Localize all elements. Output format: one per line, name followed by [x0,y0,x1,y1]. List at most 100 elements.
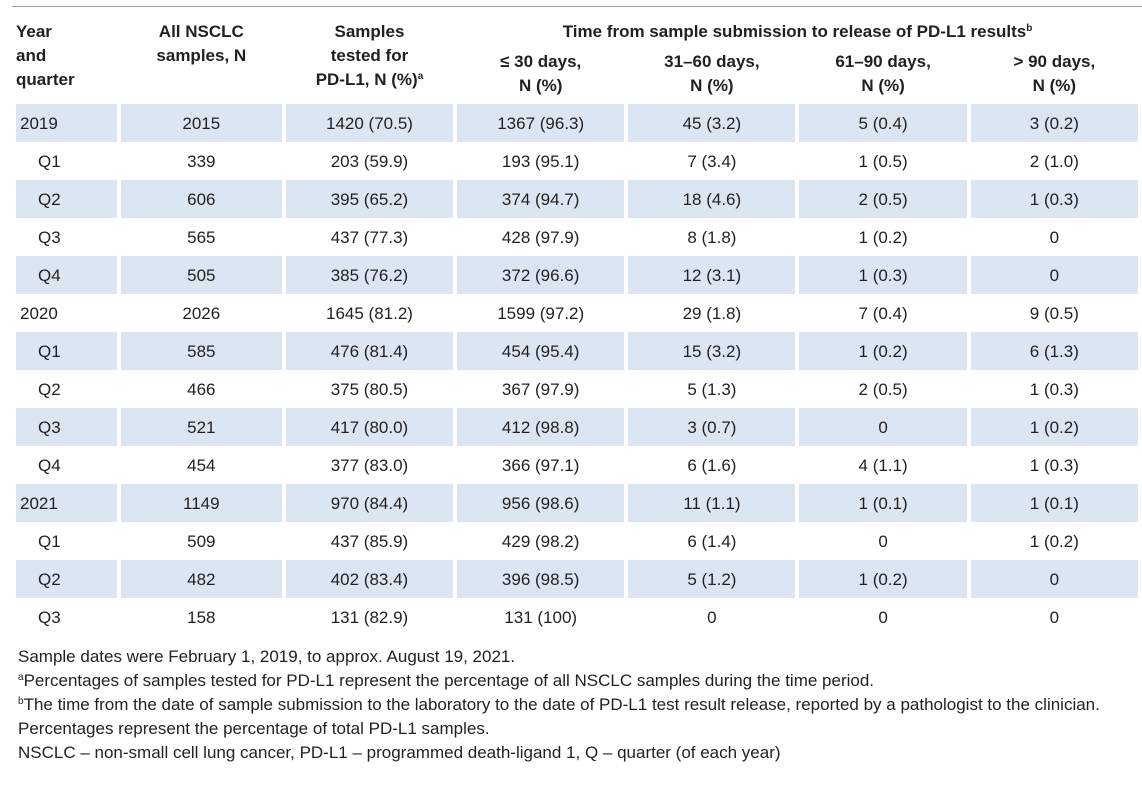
header-all-nsclc: All NSCLC samples, N [156,22,247,65]
cell-61-90-days: 7 (0.4) [858,303,908,323]
cell-le-30-days: 1367 (96.3) [457,104,625,142]
table-row: Q3 565 437 (77.3) 428 (97.9) 8 (1.8) 1 (0.2) 0 [16,218,1138,256]
cell-tested-pd-l1: 377 (83.0) [330,455,409,475]
cell-gt-90-days: 1 (0.2) [970,408,1138,446]
cell-31-60-days: 3 (0.7) [628,408,796,446]
row-label: Q1 [38,151,61,171]
cell-all-nsclc: 158 [187,607,216,627]
cell-tested-pd-l1: 385 (76.2) [285,256,454,294]
cell-le-30-days: 412 (98.8) [457,408,625,446]
cell-all-nsclc: 466 [187,379,216,399]
top-rule [12,6,1142,7]
cell-31-60-days: 29 (1.8) [682,303,742,323]
cell-all-nsclc: 585 [120,332,282,370]
cell-61-90-days: 0 [878,531,888,551]
note-b: bThe time from the date of sample submis… [18,695,1100,738]
cell-31-60-days: 8 (1.8) [687,227,737,247]
table-footnotes: Sample dates were February 1, 2019, to a… [18,645,1133,765]
cell-61-90-days: 1 (0.2) [858,227,908,247]
cell-all-nsclc: 454 [187,455,216,475]
cell-tested-pd-l1: 402 (83.4) [285,560,454,598]
footnote-a-marker: a [417,71,424,82]
header-time-to-release: Time from sample submission to release o… [562,22,1033,41]
cell-gt-90-days: 0 [970,256,1138,294]
table-row: Q4 454 377 (83.0) 366 (97.1) 6 (1.6) 4 (1.1) 1… [16,446,1138,484]
cell-61-90-days: 1 (0.2) [799,560,967,598]
cell-31-60-days: 15 (3.2) [628,332,796,370]
table-row: 2021 1149 970 (84.4) 956 (98.6) 11 (1.1) 1 (0… [16,484,1138,522]
cell-le-30-days: 1599 (97.2) [497,303,585,323]
cell-61-90-days: 2 (0.5) [858,379,908,399]
header-31-60-days: 31–60 days, N (%) [664,52,760,95]
cell-le-30-days: 366 (97.1) [501,455,580,475]
cell-tested-pd-l1: 417 (80.0) [285,408,454,446]
cell-31-60-days: 7 (3.4) [687,151,737,171]
table-body: 2019 2015 1420 (70.5) 1367 (96.3) 45 (3.2) 5 … [16,104,1138,636]
cell-61-90-days: 1 (0.5) [858,151,908,171]
footnote-b-marker: b [1026,23,1033,34]
table-row: Q2 466 375 (80.5) 367 (97.9) 5 (1.3) 2 (0.5) 1… [16,370,1138,408]
cell-gt-90-days: 2 (1.0) [1029,151,1079,171]
table-row: Q2 606 395 (65.2) 374 (94.7) 18 (4.6) 2 (0.5)… [16,180,1138,218]
cell-all-nsclc: 606 [120,180,282,218]
cell-le-30-days: 131 (100) [504,607,578,627]
cell-61-90-days: 1 (0.1) [799,484,967,522]
row-label: Q2 [16,560,117,598]
row-label: 2021 [16,484,117,522]
cell-all-nsclc: 565 [187,227,216,247]
cell-all-nsclc: 2026 [182,303,221,323]
cell-all-nsclc: 482 [120,560,282,598]
cell-gt-90-days: 9 (0.5) [1029,303,1079,323]
cell-gt-90-days: 6 (1.3) [970,332,1138,370]
cell-gt-90-days: 0 [1049,227,1060,247]
row-label: Q3 [38,607,61,627]
cell-61-90-days: 1 (0.3) [799,256,967,294]
note-a: aPercentages of samples tested for PD-L1… [18,671,875,690]
cell-gt-90-days: 1 (0.2) [1029,531,1079,551]
cell-tested-pd-l1: 131 (82.9) [330,607,409,627]
cell-gt-90-days: 0 [970,560,1138,598]
cell-tested-pd-l1: 1420 (70.5) [285,104,454,142]
cell-tested-pd-l1: 395 (65.2) [285,180,454,218]
cell-gt-90-days: 1 (0.1) [970,484,1138,522]
cell-61-90-days: 2 (0.5) [799,180,967,218]
cell-le-30-days: 372 (96.6) [457,256,625,294]
cell-gt-90-days: 3 (0.2) [970,104,1138,142]
cell-tested-pd-l1: 1645 (81.2) [326,303,413,323]
row-label: Q4 [38,455,61,475]
cell-61-90-days: 1 (0.2) [799,332,967,370]
cell-all-nsclc: 1149 [120,484,282,522]
row-label: 2020 [20,303,58,323]
note-abbreviations: NSCLC – non-small cell lung cancer, PD-L… [18,743,781,762]
table-row: Q1 509 437 (85.9) 429 (98.2) 6 (1.4) 0 1 (0.2) [16,522,1138,560]
cell-31-60-days: 5 (1.3) [687,379,737,399]
cell-le-30-days: 956 (98.6) [457,484,625,522]
cell-gt-90-days: 0 [1049,607,1060,627]
cell-31-60-days: 6 (1.4) [687,531,737,551]
table-row: Q3 521 417 (80.0) 412 (98.8) 3 (0.7) 0 1 (0.2) [16,408,1138,446]
table-row: Q3 158 131 (82.9) 131 (100) 0 0 0 [16,598,1138,636]
cell-tested-pd-l1: 437 (85.9) [330,531,409,551]
row-label: Q4 [16,256,117,294]
cell-tested-pd-l1: 375 (80.5) [330,379,409,399]
cell-tested-pd-l1: 437 (77.3) [330,227,409,247]
cell-all-nsclc: 2015 [120,104,282,142]
cell-61-90-days: 0 [878,607,888,627]
cell-le-30-days: 428 (97.9) [501,227,580,247]
row-label: Q1 [16,332,117,370]
note-sample-dates: Sample dates were February 1, 2019, to a… [18,647,516,666]
header-gt-90-days: > 90 days, N (%) [1013,52,1096,95]
cell-gt-90-days: 1 (0.3) [970,180,1138,218]
cell-31-60-days: 11 (1.1) [628,484,796,522]
table-row: Q1 585 476 (81.4) 454 (95.4) 15 (3.2) 1 (0.2)… [16,332,1138,370]
row-label: 2019 [16,104,117,142]
cell-le-30-days: 193 (95.1) [501,151,580,171]
row-label: Q2 [16,180,117,218]
header-le-30-days: ≤ 30 days, N (%) [500,52,582,95]
cell-le-30-days: 454 (95.4) [457,332,625,370]
cell-31-60-days: 0 [707,607,717,627]
cell-all-nsclc: 339 [187,151,216,171]
cell-le-30-days: 396 (98.5) [457,560,625,598]
cell-61-90-days: 4 (1.1) [858,455,908,475]
